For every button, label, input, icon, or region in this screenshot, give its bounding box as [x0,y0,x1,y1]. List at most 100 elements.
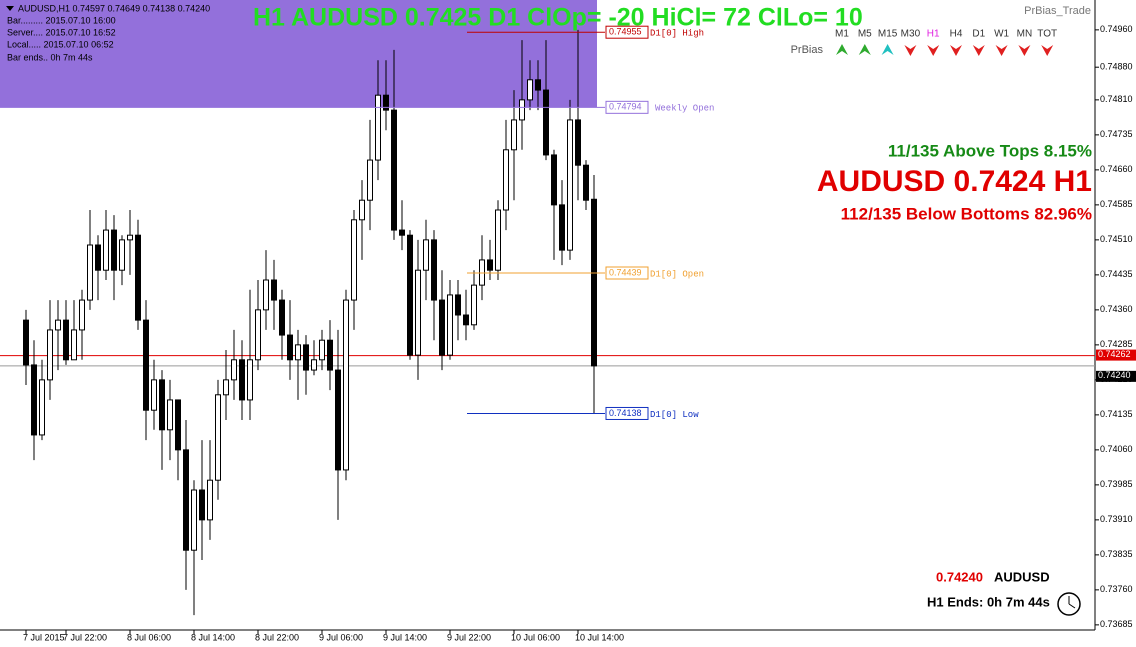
x-tick-label: 9 Jul 14:00 [383,632,427,642]
y-tick-label: 0.73760 [1100,584,1133,594]
timeframe-label: H1 [927,29,940,40]
candle-body [439,299,445,356]
x-tick-label: 7 Jul 22:00 [63,632,107,642]
timeframe-label: M15 [878,29,898,40]
candle-body [327,339,333,371]
indicator-name: PrBias_Trade [1024,5,1091,17]
level-value: 0.74955 [609,27,642,37]
candle-body [295,344,301,361]
candle-body [415,269,421,356]
candle-body [263,279,269,311]
candle-body [503,149,509,211]
y-tick-label: 0.74435 [1100,269,1133,279]
candle-body [247,359,253,401]
candle-body [175,399,181,451]
candle-body [167,399,173,431]
candle-body [239,359,245,401]
y-tick-label: 0.74735 [1100,129,1133,139]
signal-arrow [927,45,940,56]
candle-body [111,229,117,271]
candle-body [143,319,149,411]
level-value: 0.74794 [609,102,642,112]
candle-body [399,229,405,236]
candle-body [423,239,429,271]
candle-body [231,359,237,381]
timer-symbol: AUDUSD [994,569,1050,584]
signal-arrow [904,45,917,56]
candle-body [343,299,349,471]
candle-body [447,294,453,356]
y-tick-label: 0.74285 [1100,339,1133,349]
candle-body [23,319,29,366]
candle-body [551,154,557,206]
candle-body [527,79,533,101]
candle-body [335,369,341,471]
y-tick-label: 0.73835 [1100,549,1133,559]
candle-body [591,198,597,367]
level-label: D1[0] Low [650,410,699,420]
candle-body [271,279,277,301]
candle-body [47,329,53,381]
candle-body [279,299,285,336]
y-tick-label: 0.73685 [1100,619,1133,629]
x-tick-label: 10 Jul 06:00 [511,632,560,642]
candle-body [103,229,109,271]
stat-above: 11/135 Above Tops 8.15% [888,141,1092,160]
y-tick-label: 0.74880 [1100,62,1133,72]
signal-arrow [881,44,894,55]
y-tick-label: 0.74585 [1100,199,1133,209]
stat-main: AUDUSD 0.7424 H1 [817,165,1092,198]
candle-body [31,364,37,436]
plot: 0.74955 D1[0] High 0.74794 Weekly Open 0.744… [0,25,1095,616]
x-tick-label: 7 Jul 2015 [23,632,65,642]
candle-body [199,489,205,521]
candle-body [455,294,461,316]
level-box [605,100,649,114]
candle-body [183,449,189,551]
candle-body [151,379,157,411]
signal-arrow [858,44,871,55]
candle-body [63,319,69,361]
candle-body [119,239,125,271]
x-tick-label: 10 Jul 14:00 [575,632,624,642]
candle-body [543,89,549,156]
timeframe-label: M1 [835,29,849,40]
candle-body [319,339,325,361]
timeframe-label: MN [1017,29,1033,40]
candle-body [127,234,133,241]
row-label: PrBias [791,44,824,56]
candle-body [535,79,541,91]
timeframe-label: H4 [950,29,963,40]
y-tick-label: 0.73985 [1100,479,1133,489]
candle-body [463,314,469,326]
level-box [605,266,649,280]
price-tag [1096,370,1136,382]
level-label: Weekly Open [655,104,714,114]
candle-body [583,164,589,201]
candle-body [575,119,581,166]
timeframe-label: D1 [972,29,985,40]
timeframe-label: M5 [858,29,872,40]
price-tag-label: 0.74262 [1098,349,1131,359]
candle-body [351,219,357,301]
signal-arrow [995,45,1008,56]
info-line: Server.... 2015.07.10 16:52 [7,27,116,37]
signal-arrow [950,45,962,56]
candle-body [95,244,101,271]
x-tick-label: 9 Jul 06:00 [319,632,363,642]
candle-body [215,394,221,481]
weekly-zone [0,0,597,108]
y-tick-label: 0.74810 [1100,94,1133,104]
symbol-line: AUDUSD,H1 0.74597 0.74649 0.74138 0.7424… [18,3,210,13]
candle-body [511,119,517,151]
candle-body [375,94,381,161]
candle-body [55,319,61,331]
stat-below: 112/135 Below Bottoms 82.96% [841,204,1092,223]
level-value: 0.74138 [609,408,642,418]
candle-body [519,99,525,121]
info-line: Local..... 2015.07.10 06:52 [7,39,114,49]
candle-body [487,259,493,271]
level-value: 0.74439 [609,267,642,277]
candle-body [255,309,261,361]
